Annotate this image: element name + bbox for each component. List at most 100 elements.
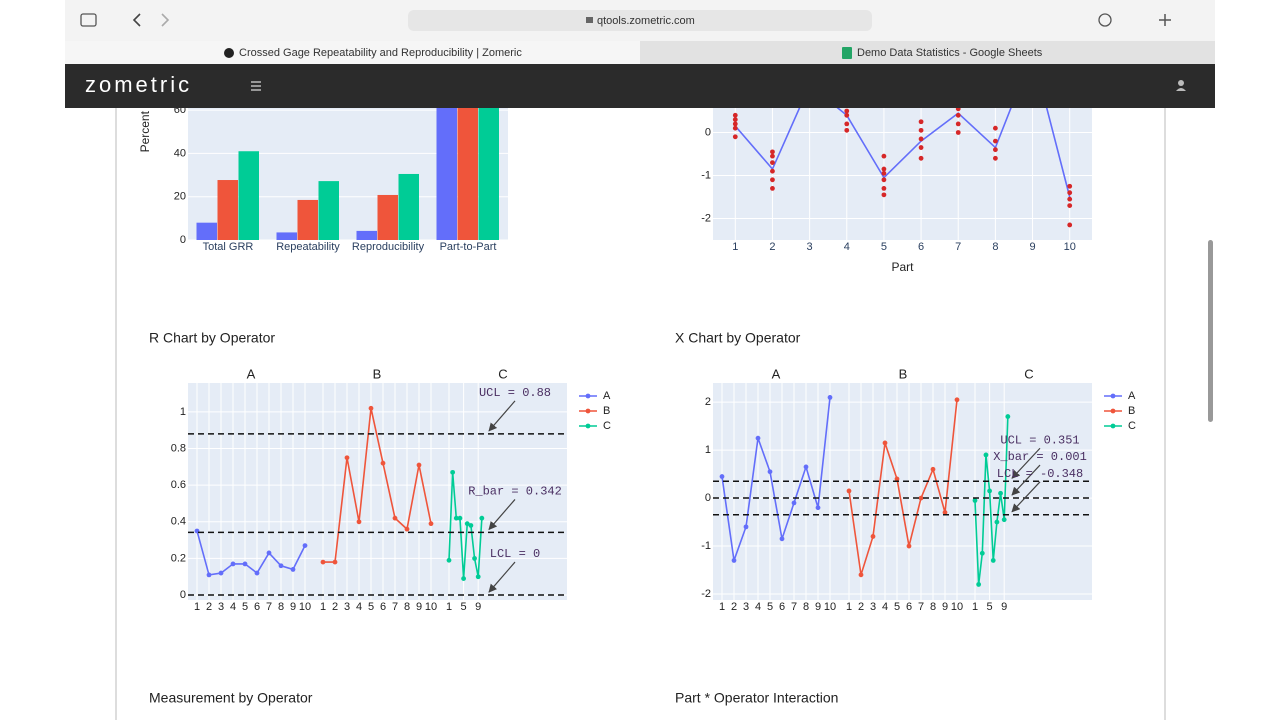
bar — [398, 173, 419, 240]
line — [974, 416, 1009, 585]
point — [732, 134, 738, 140]
point — [930, 466, 936, 472]
bar — [356, 230, 377, 240]
x-tick-label: 4 — [230, 601, 236, 613]
x-tick-label: Part-to-Part — [440, 241, 497, 253]
new-tab-button[interactable] — [1159, 14, 1171, 26]
back-button[interactable] — [132, 13, 141, 27]
point — [918, 145, 924, 150]
x-tick-label: 9 — [1001, 601, 1007, 613]
limit-annotation: X_bar = 0.001 — [993, 450, 1087, 464]
tab-title[interactable]: Demo Data Statistics - Google Sheets — [857, 47, 1043, 59]
tab-title[interactable]: Crossed Gage Repeatability and Reproduci… — [239, 47, 522, 59]
y-tick-label: 0 — [705, 126, 711, 138]
section-title: Measurement by Operator — [149, 690, 313, 706]
x-tick-label: Total GRR — [203, 241, 254, 253]
point — [858, 572, 864, 578]
x-axis-label: Part — [891, 260, 914, 274]
x-tick-label: 8 — [930, 601, 936, 613]
x-tick-label: 6 — [906, 601, 912, 613]
point — [242, 561, 248, 567]
point — [457, 515, 463, 521]
x-tick-label: 4 — [882, 601, 888, 613]
y-tick-label: -2 — [701, 588, 711, 600]
point — [1001, 517, 1007, 523]
x-tick-label: 8 — [278, 601, 284, 613]
point — [368, 405, 374, 411]
point — [881, 186, 887, 191]
address-bar[interactable] — [408, 10, 872, 31]
annotation-arrow — [488, 561, 516, 593]
legend-marker — [585, 423, 591, 429]
x-tick-label: 3 — [743, 601, 749, 613]
x-tick-label: 2 — [206, 601, 212, 613]
lock-icon — [586, 17, 593, 23]
x-tick-label: 9 — [475, 601, 481, 613]
point — [450, 469, 456, 475]
point — [254, 570, 260, 576]
facet-label: C — [1024, 366, 1033, 381]
x-tick-label: 7 — [392, 601, 398, 613]
x-tick-label: 4 — [356, 601, 362, 613]
x-tick-label: 4 — [755, 601, 761, 613]
x-tick-label: 9 — [1029, 241, 1035, 253]
point — [1067, 222, 1073, 228]
section-title: R Chart by Operator — [149, 330, 275, 346]
point — [230, 561, 236, 567]
point — [979, 550, 985, 556]
point — [990, 558, 996, 563]
x-tick-label: 6 — [918, 241, 924, 253]
x-tick-label: 5 — [461, 601, 467, 613]
x-tick-label: 10 — [951, 601, 963, 613]
x-tick-label: 7 — [266, 601, 272, 613]
point — [479, 515, 485, 521]
x-tick-label: 3 — [344, 601, 350, 613]
point — [992, 155, 998, 161]
point — [767, 469, 773, 475]
y-tick-label: 0 — [180, 589, 186, 601]
annotation-arrow — [1011, 464, 1041, 496]
tab[interactable] — [640, 41, 1215, 64]
downloads-button[interactable] — [1098, 13, 1112, 27]
point — [404, 526, 410, 532]
point — [453, 515, 459, 521]
y-tick-label: -1 — [701, 169, 711, 181]
facet-label: B — [899, 366, 908, 381]
point — [803, 464, 809, 470]
x-tick-label: Reproducibility — [352, 241, 425, 253]
x-tick-label: 10 — [1064, 241, 1076, 253]
legend-label: B — [603, 405, 610, 417]
point — [791, 500, 797, 506]
point — [770, 160, 775, 166]
user-menu[interactable] — [1178, 80, 1184, 86]
point — [983, 452, 989, 458]
point — [770, 168, 775, 174]
sidebar-button[interactable] — [80, 13, 97, 27]
point — [464, 521, 470, 527]
tab-active[interactable] — [65, 41, 640, 64]
y-tick-label: 0.6 — [171, 479, 186, 491]
point — [380, 460, 386, 466]
forward-button[interactable] — [161, 13, 170, 27]
menu-button[interactable] — [251, 81, 261, 91]
annotation-arrow — [1011, 447, 1041, 479]
x-tick-label: 1 — [846, 601, 852, 613]
point — [918, 495, 924, 501]
point — [846, 488, 852, 494]
y-tick-label: 0 — [705, 492, 711, 504]
point — [906, 543, 912, 549]
x-tick-label: 2 — [332, 601, 338, 613]
brand[interactable]: zometric — [85, 72, 192, 97]
point — [882, 440, 888, 446]
point — [779, 536, 785, 542]
scrollbar[interactable] — [1208, 240, 1213, 422]
x-tick-label: 5 — [767, 601, 773, 613]
point — [1067, 183, 1073, 189]
legend-marker — [1110, 423, 1116, 429]
url[interactable]: qtools.zometric.com — [597, 15, 695, 27]
line — [196, 530, 306, 576]
x-tick-label: 2 — [731, 601, 737, 613]
annotation-arrow — [488, 400, 516, 432]
